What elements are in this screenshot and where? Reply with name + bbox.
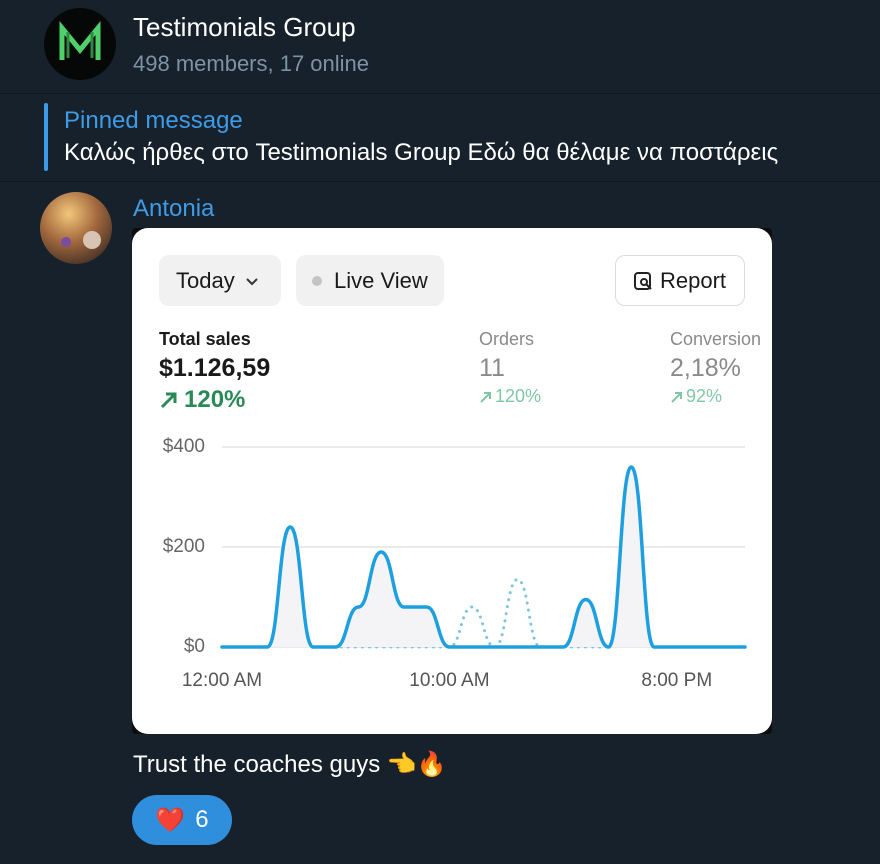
stat-label: Orders	[479, 329, 535, 349]
message-caption: Trust the coaches guys 👈🔥	[133, 751, 447, 778]
stat-value: 2,18%	[670, 354, 741, 382]
pinned-text[interactable]: Καλώς ήρθες στο Testimonials Group Εδώ θ…	[64, 139, 779, 166]
up-arrow	[671, 392, 682, 403]
up-arrow	[160, 392, 177, 409]
data-line	[220, 465, 747, 649]
y-tick-label: $400	[163, 436, 205, 457]
report-label: Report	[660, 267, 727, 293]
stat-value: $1.126,59	[159, 354, 271, 382]
live-view-label: Live View	[334, 267, 428, 293]
stat-label: Total sales	[159, 329, 251, 349]
pinned-bar	[44, 103, 48, 171]
live-view-button[interactable]: Live View	[296, 255, 444, 306]
group-avatar[interactable]	[44, 8, 116, 80]
stat-change: 120%	[184, 386, 246, 413]
y-tick-label: $200	[163, 536, 205, 557]
divider	[0, 181, 880, 182]
period-button[interactable]: Today	[159, 255, 281, 306]
reaction-emoji: ❤️	[155, 806, 186, 834]
analytics-card: Today Live View Report Total sales $1.12…	[132, 228, 772, 734]
stat-change: 120%	[495, 386, 542, 406]
x-tick-label: 12:00 AM	[182, 670, 262, 691]
period-label: Today	[176, 267, 235, 293]
sales-chart: $0 $200 $400 12:00 AM 10:00 AM 8:00 PM	[163, 436, 747, 691]
report-icon	[634, 271, 652, 290]
line-area	[222, 467, 745, 647]
stat-label: Conversion	[670, 329, 762, 349]
sender-name[interactable]: Antonia	[133, 195, 215, 222]
report-button[interactable]: Report	[615, 255, 745, 306]
group-subtitle: 498 members, 17 online	[133, 51, 370, 76]
reaction-count: 6	[195, 806, 209, 833]
sender-avatar[interactable]	[40, 192, 112, 264]
dot-icon	[312, 275, 322, 286]
reaction-pill[interactable]: ❤️ 6	[132, 795, 232, 845]
divider	[0, 93, 880, 94]
stat-value: 11	[479, 354, 505, 382]
chevron-icon	[246, 277, 258, 285]
group-title[interactable]: Testimonials Group	[133, 12, 356, 42]
message-image[interactable]: Today Live View Report Total sales $1.12…	[132, 228, 772, 734]
pinned-label[interactable]: Pinned message	[64, 107, 243, 134]
up-arrow	[480, 392, 491, 403]
x-tick-label: 8:00 PM	[641, 670, 712, 691]
stat-change: 92%	[686, 386, 723, 406]
x-tick-label: 10:00 AM	[409, 670, 489, 691]
y-tick-label: $0	[184, 636, 205, 657]
